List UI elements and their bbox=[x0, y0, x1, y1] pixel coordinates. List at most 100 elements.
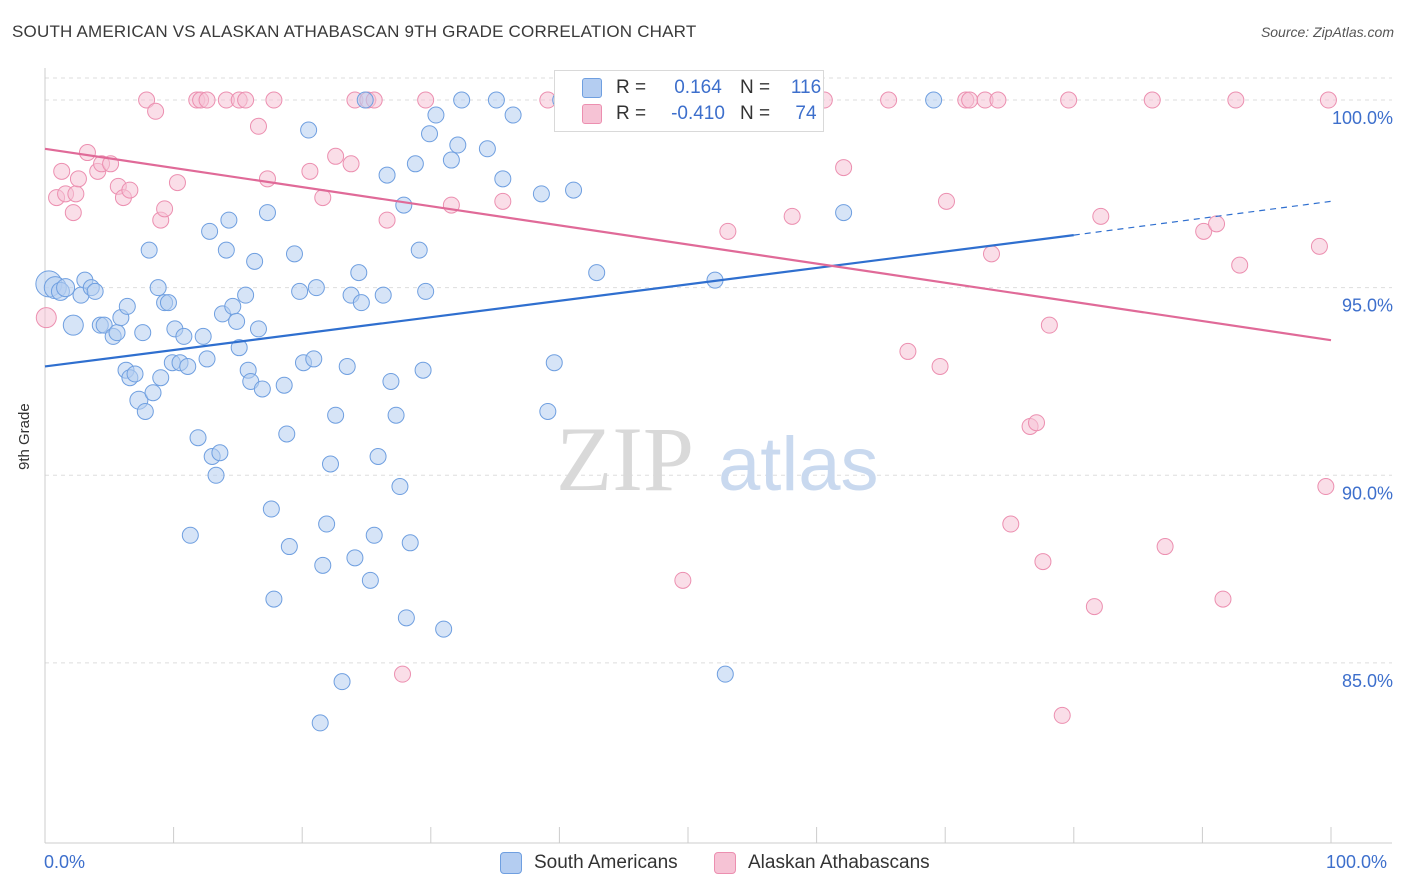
data-point-south-americans bbox=[201, 222, 219, 240]
data-point-south-americans bbox=[62, 314, 84, 336]
legend-swatch-blue bbox=[500, 852, 522, 874]
data-point-south-americans bbox=[189, 429, 207, 447]
data-point-south-americans bbox=[224, 297, 242, 315]
data-point-alaskan-athabascans bbox=[982, 245, 1000, 263]
data-point-south-americans bbox=[374, 286, 392, 304]
trend-line-south-americans bbox=[44, 234, 1074, 368]
data-point-south-americans bbox=[237, 286, 255, 304]
data-point-south-americans bbox=[149, 279, 167, 297]
data-point-south-americans bbox=[397, 609, 415, 627]
data-point-south-americans bbox=[159, 294, 177, 312]
data-point-alaskan-athabascans bbox=[961, 91, 979, 109]
data-point-alaskan-athabascans bbox=[937, 192, 955, 210]
data-point-south-americans bbox=[391, 478, 409, 496]
data-point-south-americans bbox=[387, 406, 405, 424]
data-point-alaskan-athabascans bbox=[64, 204, 82, 222]
data-point-south-americans bbox=[453, 91, 471, 109]
data-point-south-americans bbox=[338, 357, 356, 375]
data-point-alaskan-athabascans bbox=[1208, 215, 1226, 233]
data-point-south-americans bbox=[352, 294, 370, 312]
data-point-south-americans bbox=[95, 316, 113, 334]
data-point-alaskan-athabascans bbox=[989, 91, 1007, 109]
data-point-alaskan-athabascans bbox=[53, 162, 71, 180]
data-point-alaskan-athabascans bbox=[1317, 478, 1335, 496]
data-point-alaskan-athabascans bbox=[67, 185, 85, 203]
data-point-alaskan-athabascans bbox=[1195, 222, 1213, 240]
data-point-alaskan-athabascans bbox=[1214, 590, 1232, 608]
data-point-alaskan-athabascans bbox=[138, 91, 156, 109]
data-point-south-americans bbox=[487, 91, 505, 109]
data-point-south-americans bbox=[414, 361, 432, 379]
data-point-south-americans bbox=[327, 406, 345, 424]
data-point-south-americans bbox=[442, 151, 460, 169]
data-point-alaskan-athabascans bbox=[1310, 237, 1328, 255]
data-point-south-americans bbox=[253, 380, 271, 398]
data-point-south-americans bbox=[175, 327, 193, 345]
data-point-south-americans bbox=[925, 91, 943, 109]
data-point-south-americans bbox=[262, 500, 280, 518]
data-point-south-americans bbox=[278, 425, 296, 443]
data-point-south-americans bbox=[406, 155, 424, 173]
data-point-south-americans bbox=[198, 350, 216, 368]
data-point-south-americans bbox=[258, 204, 276, 222]
data-point-south-americans bbox=[140, 241, 158, 259]
legend-n-value: 74 bbox=[795, 103, 817, 124]
data-point-south-americans bbox=[228, 312, 246, 330]
data-point-alaskan-athabascans bbox=[121, 181, 139, 199]
y-tick-label: 95.0% bbox=[1342, 296, 1393, 316]
data-point-alaskan-athabascans bbox=[1034, 553, 1052, 571]
data-point-south-americans bbox=[207, 466, 225, 484]
data-point-alaskan-athabascans bbox=[783, 207, 801, 225]
data-point-south-americans bbox=[421, 125, 439, 143]
data-point-south-americans bbox=[134, 324, 152, 342]
data-point-alaskan-athabascans bbox=[156, 200, 174, 218]
data-point-alaskan-athabascans bbox=[1143, 91, 1161, 109]
data-point-alaskan-athabascans bbox=[78, 144, 96, 162]
legend-item-alaskan-athabascans[interactable]: Alaskan Athabascans bbox=[714, 852, 930, 874]
data-point-alaskan-athabascans bbox=[674, 571, 692, 589]
data-point-south-americans bbox=[56, 278, 76, 298]
data-point-south-americans bbox=[126, 365, 144, 383]
data-point-south-americans bbox=[835, 204, 853, 222]
data-point-alaskan-athabascans bbox=[1060, 91, 1078, 109]
data-point-south-americans bbox=[300, 121, 318, 139]
data-point-alaskan-athabascans bbox=[880, 91, 898, 109]
legend-item-south-americans[interactable]: South Americans bbox=[500, 852, 678, 874]
series-south-americans-points bbox=[35, 91, 943, 732]
data-point-south-americans bbox=[291, 282, 309, 300]
data-point-alaskan-athabascans bbox=[258, 170, 276, 188]
watermark-atlas: atlas bbox=[718, 422, 879, 507]
watermark-zip: ZIP bbox=[556, 408, 694, 510]
data-point-south-americans bbox=[588, 264, 606, 282]
x-tick-label-max: 100.0% bbox=[1326, 852, 1388, 872]
data-point-south-americans bbox=[318, 515, 336, 533]
y-tick-label: 90.0% bbox=[1342, 483, 1393, 503]
data-point-alaskan-athabascans bbox=[1156, 538, 1174, 556]
data-point-south-americans bbox=[108, 324, 126, 342]
data-point-south-americans bbox=[716, 665, 734, 683]
data-point-south-americans bbox=[395, 196, 413, 214]
legend-r-value: 0.164 bbox=[674, 77, 722, 98]
data-point-south-americans bbox=[118, 297, 136, 315]
data-point-alaskan-athabascans bbox=[931, 357, 949, 375]
data-point-south-americans bbox=[265, 590, 283, 608]
data-point-south-americans bbox=[249, 320, 267, 338]
data-point-south-americans bbox=[275, 376, 293, 394]
data-point-alaskan-athabascans bbox=[1085, 598, 1103, 616]
legend-r-label: R = bbox=[616, 103, 647, 124]
data-point-alaskan-athabascans bbox=[1053, 706, 1071, 724]
legend-swatch-pink bbox=[582, 104, 602, 124]
data-point-alaskan-athabascans bbox=[168, 174, 186, 192]
data-point-south-americans bbox=[211, 444, 229, 462]
data-point-alaskan-athabascans bbox=[249, 117, 267, 135]
data-point-alaskan-athabascans bbox=[1092, 207, 1110, 225]
x-tick-label-min: 0.0% bbox=[44, 852, 86, 872]
data-point-alaskan-athabascans bbox=[494, 192, 512, 210]
data-point-south-americans bbox=[504, 106, 522, 124]
series-legend: South Americans Alaskan Athabascans bbox=[0, 852, 1406, 876]
data-point-alaskan-athabascans bbox=[835, 159, 853, 177]
source-label: Source: ZipAtlas.com bbox=[1260, 24, 1394, 40]
data-point-alaskan-athabascans bbox=[719, 222, 737, 240]
data-point-south-americans bbox=[565, 181, 583, 199]
data-point-alaskan-athabascans bbox=[301, 162, 319, 180]
